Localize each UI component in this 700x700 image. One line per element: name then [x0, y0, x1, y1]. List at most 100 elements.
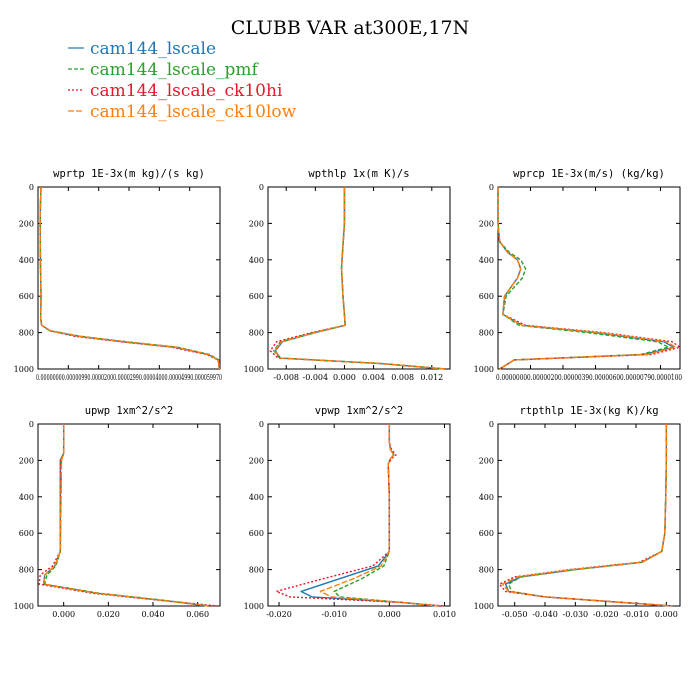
- legend-item: cam144_lscale_ck10hi: [68, 81, 283, 101]
- y-tick-label: 800: [479, 566, 494, 575]
- y-tick-label: 0: [489, 183, 494, 192]
- y-tick-label: 200: [19, 219, 34, 228]
- y-tick-label: 200: [19, 456, 34, 465]
- y-tick-label: 400: [19, 493, 34, 502]
- series-line: [504, 424, 673, 607]
- series-line: [497, 187, 676, 370]
- x-tick-label: 0.010: [433, 610, 456, 619]
- chart-panel: vpwp 1xm^2/s^2 0 200 400 600 800 1000-0.020 -0.…: [244, 405, 456, 619]
- x-tick-label: 0.000: [52, 610, 75, 619]
- x-tick-label: 0.000: [333, 373, 356, 382]
- x-tick-labels: 0.00000000.00000990.00002000.00002990.00…: [36, 373, 222, 382]
- plot-frame: [497, 186, 681, 370]
- plot-frame: [267, 186, 451, 370]
- series-line: [42, 424, 209, 607]
- series-line: [300, 424, 440, 607]
- chart-panel: upwp 1xm^2/s^2 0 200 400 600 800 1000 0.000 0.02…: [14, 405, 221, 619]
- series-line: [273, 187, 445, 370]
- y-tick-label: 0: [29, 420, 34, 429]
- series-line: [38, 424, 218, 607]
- chart-panel: wpthlp 1x(m K)/s 0 200 400 600 800 1000 -0.008-…: [244, 168, 451, 382]
- y-tick-label: 600: [249, 529, 264, 538]
- y-tick-label: 400: [19, 256, 34, 265]
- x-tick-label: 0.060: [186, 610, 209, 619]
- x-tick-label: -0.030: [563, 610, 589, 619]
- y-tick-label: 400: [249, 256, 264, 265]
- y-tick-label: 400: [479, 256, 494, 265]
- legend-label: cam144_lscale_pmf: [90, 60, 260, 80]
- y-tick-label: 800: [19, 566, 34, 575]
- series-line: [507, 424, 673, 607]
- legend: cam144_lscale cam144_lscale_pmf cam144_l…: [68, 39, 297, 122]
- series-line: [269, 187, 445, 370]
- y-tick-label: 200: [479, 219, 494, 228]
- chart-panel: wprtp 1E-3x(m kg)/(s kg) 0 200 400 600 800 100…: [14, 168, 222, 382]
- y-tick-label: 0: [29, 183, 34, 192]
- series-line: [501, 424, 673, 607]
- series-line: [498, 424, 673, 607]
- y-tick-label: 1000: [474, 365, 494, 374]
- x-tick-label: 0.020: [97, 610, 120, 619]
- x-tick-label: 0.000: [378, 610, 401, 619]
- series-line: [274, 187, 445, 370]
- y-tick-label: 800: [249, 566, 264, 575]
- legend-item: cam144_lscale: [68, 39, 216, 59]
- legend-item: cam144_lscale_pmf: [68, 60, 260, 80]
- y-tick-label: 800: [479, 329, 494, 338]
- panels: wprtp 1E-3x(m kg)/(s kg) 0 200 400 600 800 100…: [14, 168, 682, 619]
- y-tick-label: 600: [19, 292, 34, 301]
- x-tick-label: -0.008: [273, 373, 299, 382]
- series-line: [39, 186, 221, 370]
- series-line: [333, 424, 440, 607]
- x-tick-label: -0.020: [593, 610, 619, 619]
- y-tick-label: 400: [479, 493, 494, 502]
- y-tick-label: 200: [479, 456, 494, 465]
- y-tick-label: 800: [249, 329, 264, 338]
- panel-title: wpthlp 1x(m K)/s: [308, 168, 409, 180]
- series-line: [42, 424, 209, 607]
- panel-title: wprtp 1E-3x(m kg)/(s kg): [53, 168, 205, 180]
- y-tick-label: 1000: [244, 602, 264, 611]
- plot-frame: [497, 423, 681, 607]
- plot-frame: [37, 423, 221, 607]
- series-line: [273, 187, 445, 370]
- legend-label: cam144_lscale_ck10hi: [90, 81, 283, 101]
- y-tick-label: 600: [479, 292, 494, 301]
- series-line: [497, 187, 670, 370]
- x-tick-label: -0.010: [623, 610, 649, 619]
- panel-title: vpwp 1xm^2/s^2: [315, 405, 404, 417]
- series-line: [44, 424, 209, 607]
- y-tick-label: 0: [259, 420, 264, 429]
- panel-title: rtpthlp 1E-3x(kg K)/kg: [519, 405, 658, 417]
- y-tick-label: 600: [249, 292, 264, 301]
- chart-panel: wprcp 1E-3x(m/s) (kg/kg) 0 200 400 600 800 100…: [474, 168, 682, 382]
- legend-item: cam144_lscale_ck10low: [68, 102, 297, 122]
- series-line: [497, 187, 681, 370]
- chart-panel: rtpthlp 1E-3x(kg K)/kg02004006008001000-…: [474, 405, 681, 619]
- y-tick-label: 800: [19, 329, 34, 338]
- x-tick-label: -0.050: [502, 610, 528, 619]
- y-tick-label: 200: [249, 456, 264, 465]
- x-tick-label: 0.000: [655, 610, 678, 619]
- x-tick-labels: 0.00000000.00000200.00000390.00000600.00…: [496, 373, 682, 382]
- x-tick-label: -0.010: [321, 610, 347, 619]
- y-tick-label: 1000: [14, 602, 34, 611]
- series-line: [275, 424, 445, 607]
- y-tick-label: 600: [19, 529, 34, 538]
- legend-label: cam144_lscale_ck10low: [90, 102, 297, 122]
- x-tick-label: -0.020: [266, 610, 292, 619]
- y-tick-label: 200: [249, 219, 264, 228]
- x-tick-label: 0.004: [362, 373, 385, 382]
- series-line: [497, 187, 675, 370]
- series-line: [319, 424, 440, 607]
- y-tick-label: 0: [259, 183, 264, 192]
- y-tick-label: 1000: [14, 365, 34, 374]
- x-tick-label: -0.040: [532, 610, 558, 619]
- x-tick-label: 0.008: [391, 373, 414, 382]
- figure-title: CLUBB VAR at300E,17N: [231, 17, 470, 39]
- panel-title: upwp 1xm^2/s^2: [85, 405, 174, 417]
- y-tick-label: 600: [479, 529, 494, 538]
- y-tick-label: 1000: [244, 365, 264, 374]
- y-tick-label: 1000: [474, 602, 494, 611]
